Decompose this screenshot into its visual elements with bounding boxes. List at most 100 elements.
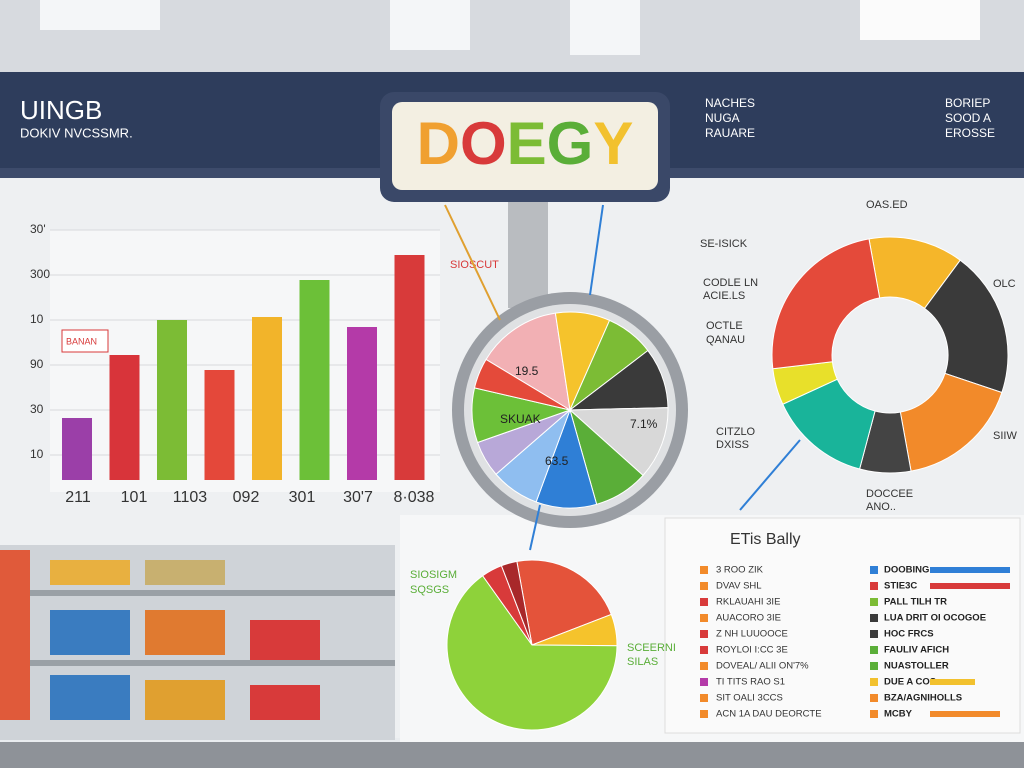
legend-chip	[700, 630, 708, 638]
legend-title: ETis Bally	[730, 531, 801, 548]
legend-chip	[870, 710, 878, 718]
legend-chip	[700, 662, 708, 670]
bar	[204, 370, 235, 480]
legend-box	[664, 517, 1021, 734]
x-tick-label: 092	[233, 489, 260, 506]
y-tick-label: 30	[30, 402, 44, 416]
annotation: OAS.ED	[866, 199, 908, 211]
bar	[347, 327, 377, 480]
legend-chip	[870, 630, 878, 638]
annotation: QANAU	[706, 334, 745, 346]
shelf	[0, 590, 395, 596]
legend-chip	[700, 614, 708, 622]
sign-text: DOEGY	[417, 110, 634, 177]
goods	[50, 675, 130, 720]
legend-item: SIT OALI 3CCS	[716, 693, 783, 704]
header-note: NACHES	[705, 96, 755, 110]
annotation: OCTLE	[706, 320, 743, 332]
legend-item: DUE A COS	[884, 677, 936, 688]
slice	[516, 559, 612, 646]
annotation: SQSGS	[410, 584, 449, 596]
shelf	[0, 660, 395, 666]
header-note: SOOD A	[945, 111, 991, 125]
slice	[446, 575, 618, 731]
legend-chip	[700, 582, 708, 590]
slice	[771, 238, 881, 370]
bar-panel	[50, 230, 440, 492]
legend-item: DOVEAL/ ALII ON'7%	[716, 661, 809, 672]
slice	[473, 358, 571, 411]
legend-chip	[700, 598, 708, 606]
legend-item: ACN 1A DAU DEORCTE	[716, 709, 822, 720]
sign-letter: E	[507, 110, 547, 177]
legend-item: PALL TILH TR	[884, 597, 947, 608]
y-tick-label: 10	[30, 447, 44, 461]
header-note: RAUARE	[705, 126, 755, 140]
legend-bar	[930, 567, 1010, 573]
y-tick-label: 30'	[30, 222, 46, 236]
legend-item: NUASTOLLER	[884, 661, 949, 672]
brand: UINGB	[20, 95, 102, 125]
goods	[145, 560, 225, 585]
slice-label: 7.1%	[630, 417, 658, 431]
connector	[739, 439, 801, 511]
legend-chip	[870, 694, 878, 702]
x-tick-label: 30'7	[343, 489, 373, 506]
legend-item: Z NH LUUOOCE	[716, 629, 788, 640]
ceiling-light	[570, 0, 640, 55]
annotation: SE-ISICK	[700, 238, 748, 250]
y-tick-label: 300	[30, 267, 50, 281]
ceiling-light	[860, 0, 980, 40]
header-note: NUGA	[705, 111, 740, 125]
legend-chip	[870, 662, 878, 670]
legend-chip	[870, 614, 878, 622]
legend-chip	[700, 710, 708, 718]
slice	[568, 407, 669, 477]
legend-item: AUACORO 3IE	[716, 613, 781, 624]
annotation: DOCCEE	[866, 488, 913, 500]
legend-chip	[870, 646, 878, 654]
legend-item: 3 ROO ZIK	[716, 565, 764, 576]
legend-chip	[700, 566, 708, 574]
legend-chip	[870, 598, 878, 606]
sign-panel	[392, 102, 658, 190]
annotation: SCEERNI	[627, 642, 676, 654]
annotation: ANO..	[866, 501, 896, 513]
annotation: CITZLO	[716, 426, 756, 438]
legend-item: MCBY	[884, 709, 913, 720]
connector	[444, 204, 501, 321]
connector	[589, 204, 604, 296]
goods	[145, 610, 225, 655]
goods	[145, 680, 225, 720]
legend-chip	[700, 678, 708, 686]
legend-chip	[700, 694, 708, 702]
header-note: BORIEP	[945, 96, 990, 110]
goods	[50, 560, 130, 585]
bar	[62, 418, 92, 480]
legend-chip	[870, 678, 878, 686]
y-tick-label: 90	[30, 357, 44, 371]
x-tick-label: 301	[289, 489, 316, 506]
sign-letter: Y	[593, 110, 633, 177]
bar	[394, 255, 425, 480]
x-tick-label: 8·038	[394, 489, 435, 506]
bar	[299, 280, 330, 480]
connector	[529, 504, 541, 551]
goods	[50, 610, 130, 655]
legend-bar	[930, 679, 975, 685]
shelves	[0, 545, 395, 740]
legend-bar	[930, 711, 1000, 717]
annotation: OLC	[993, 278, 1016, 290]
x-tick-label: 101	[121, 489, 148, 506]
legend-item: FAULIV AFICH	[884, 645, 949, 656]
legend-item: BZA/AGNIHOLLS	[884, 693, 962, 704]
y-tick-label: 10	[30, 312, 44, 326]
slice-label: 63.5	[545, 454, 569, 468]
slice-label: 19.5	[515, 364, 539, 378]
annotation: BANAN	[66, 336, 97, 346]
legend-item: DOOBING	[884, 565, 929, 576]
annotation: DXISS	[716, 439, 749, 451]
ceiling-light	[390, 0, 470, 50]
sign-letter: G	[547, 110, 594, 177]
